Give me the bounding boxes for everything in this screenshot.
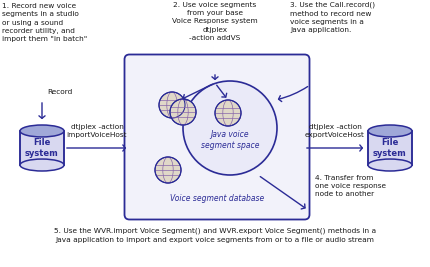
Text: 4. Transfer from
one voice response
node to another: 4. Transfer from one voice response node…: [314, 175, 385, 198]
Ellipse shape: [20, 159, 64, 171]
Circle shape: [169, 99, 196, 125]
Text: File
system: File system: [25, 138, 59, 158]
Circle shape: [159, 92, 184, 118]
Text: Voice segment database: Voice segment database: [169, 194, 264, 203]
Ellipse shape: [20, 125, 64, 137]
Circle shape: [183, 81, 276, 175]
Text: 2. Use voice segments
from your base
Voice Response system
dtjplex
-action addVS: 2. Use voice segments from your base Voi…: [172, 2, 257, 41]
FancyBboxPatch shape: [124, 54, 309, 219]
Bar: [20, 131, 64, 165]
Text: 3. Use the Call.record()
method to record new
voice segments in a
Java applicati: 3. Use the Call.record() method to recor…: [289, 2, 374, 33]
Ellipse shape: [367, 125, 411, 137]
Text: dtjplex -action
importVoiceHost: dtjplex -action importVoiceHost: [67, 124, 127, 138]
Text: File
system: File system: [372, 138, 406, 158]
Text: 1. Record new voice
segments in a studio
or using a sound
recorder utility, and
: 1. Record new voice segments in a studio…: [2, 3, 87, 42]
Circle shape: [215, 100, 240, 126]
Circle shape: [155, 157, 181, 183]
Text: 5. Use the WVR.import Voice Segment() and WVR.export Voice Segment() methods in : 5. Use the WVR.import Voice Segment() an…: [54, 228, 375, 243]
Bar: [367, 131, 411, 165]
Ellipse shape: [367, 159, 411, 171]
Text: Java voice
segment space: Java voice segment space: [200, 129, 259, 150]
Text: dtjplex -action
exportVoiceHost: dtjplex -action exportVoiceHost: [304, 124, 364, 138]
Text: Record: Record: [47, 89, 72, 95]
